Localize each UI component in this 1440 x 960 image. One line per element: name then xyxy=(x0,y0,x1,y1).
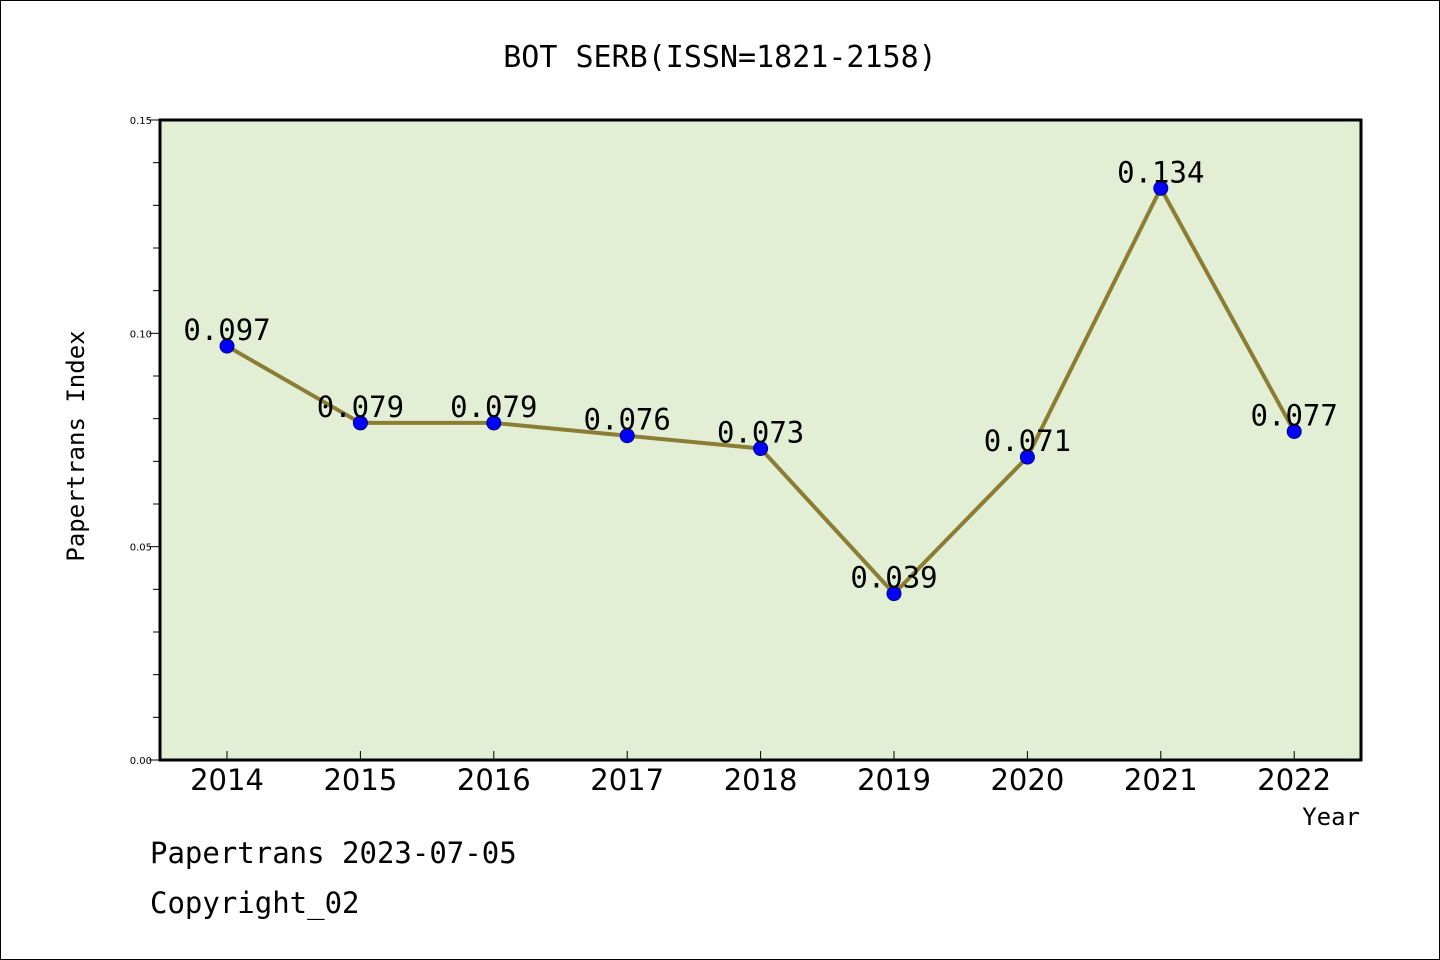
y-tick-label: 0.10 xyxy=(130,329,152,340)
x-tick-label: 2020 xyxy=(990,763,1064,797)
x-tick-label: 2022 xyxy=(1257,763,1331,797)
data-label: 0.079 xyxy=(450,390,537,424)
data-label: 0.076 xyxy=(584,403,671,437)
data-label: 0.134 xyxy=(1117,155,1204,189)
y-axis: 0.00 0.05 0.10 0.15 xyxy=(130,116,160,767)
x-tick-label: 2017 xyxy=(590,763,664,797)
data-labels: 0.097 0.079 0.079 0.076 0.073 0.039 0.071 0.134… xyxy=(183,155,1338,594)
data-point xyxy=(1153,180,1169,196)
data-label: 0.039 xyxy=(850,561,937,595)
x-tick-label: 2016 xyxy=(457,763,531,797)
x-axis-label: Year xyxy=(1302,803,1360,831)
data-point xyxy=(1286,423,1302,439)
x-tick-label: 2018 xyxy=(724,763,798,797)
plot-border xyxy=(158,118,1363,762)
series-line-group xyxy=(219,180,1302,602)
data-point xyxy=(619,428,635,444)
data-label: 0.071 xyxy=(984,424,1071,458)
data-point xyxy=(886,586,902,602)
plot-area xyxy=(160,120,1361,760)
data-point xyxy=(352,415,368,431)
footer-copyright: Copyright_02 xyxy=(150,886,360,921)
x-axis: 2014 2015 2016 2017 2018 2019 2020 2021 2022 xyxy=(190,751,1331,797)
y-tick-label: 0.05 xyxy=(130,543,152,554)
data-point xyxy=(219,338,235,354)
footer-date: Papertrans 2023-07-05 xyxy=(150,836,517,870)
x-tick-label: 2021 xyxy=(1124,763,1198,797)
data-label: 0.073 xyxy=(717,416,804,450)
x-tick-label: 2014 xyxy=(190,763,264,797)
data-label: 0.077 xyxy=(1251,398,1338,432)
data-label: 0.079 xyxy=(317,390,404,424)
y-tick-label: 0.00 xyxy=(130,756,152,767)
x-tick-label: 2019 xyxy=(857,763,931,797)
x-tick-label: 2015 xyxy=(323,763,397,797)
data-point xyxy=(486,415,502,431)
chart-title: BOT SERB(ISSN=1821-2158) xyxy=(503,40,936,75)
y-tick-label: 0.15 xyxy=(130,116,152,127)
data-point xyxy=(753,441,769,457)
data-label: 0.097 xyxy=(183,313,270,347)
y-axis-label: Papertrans Index xyxy=(62,330,90,561)
data-point xyxy=(1019,449,1035,465)
